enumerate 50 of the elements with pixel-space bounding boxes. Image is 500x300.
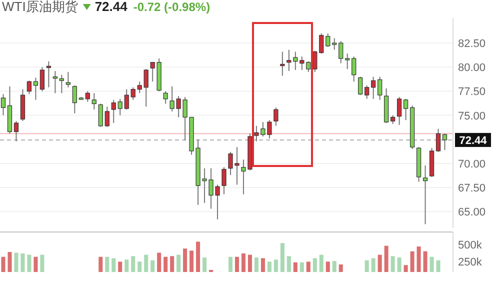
candlestick bbox=[26, 80, 32, 95]
candlestick bbox=[280, 51, 285, 76]
candlestick bbox=[319, 32, 324, 54]
y-tick-label: 500k bbox=[458, 239, 482, 252]
text: -0.72 (-0.98%) bbox=[133, 0, 210, 14]
candlestick bbox=[371, 76, 376, 100]
candlestick bbox=[118, 98, 122, 116]
chart-subtitle: 72.44 bbox=[94, 0, 128, 14]
candlestick bbox=[52, 70, 58, 94]
candlestick bbox=[130, 86, 136, 100]
candlestick bbox=[436, 128, 441, 152]
candlestick bbox=[326, 32, 330, 48]
candlestick bbox=[222, 166, 226, 195]
y-tick-label: 77.50 bbox=[458, 86, 486, 98]
candlestick bbox=[332, 38, 337, 50]
y-tick-label: 65.00 bbox=[458, 206, 486, 219]
y-tick-label: 75.00 bbox=[458, 110, 486, 122]
candlestick bbox=[98, 103, 103, 128]
y-tick-label: 82.50 bbox=[458, 38, 486, 50]
candlestick bbox=[274, 107, 278, 126]
candlestick bbox=[111, 99, 116, 124]
candlestick bbox=[345, 53, 350, 70]
candlestick bbox=[85, 90, 90, 102]
candlestick bbox=[33, 77, 38, 100]
candlestick bbox=[442, 133, 448, 150]
candlestick bbox=[40, 66, 45, 92]
candlestick bbox=[72, 84, 77, 114]
candlestick bbox=[338, 40, 344, 64]
candlestick bbox=[0, 94, 6, 116]
candlestick bbox=[124, 88, 129, 110]
candlestick bbox=[59, 74, 64, 94]
candlestick bbox=[92, 92, 96, 110]
chart-title: WTI原油期货 bbox=[2, 0, 78, 14]
ref-line-label: 72.44 bbox=[459, 134, 488, 147]
candlestick bbox=[358, 76, 363, 96]
candlestick bbox=[14, 120, 19, 142]
candlestick bbox=[403, 98, 408, 121]
candlestick bbox=[422, 164, 428, 225]
y-tick-label: 67.50 bbox=[458, 182, 486, 195]
candlestick bbox=[352, 56, 356, 82]
candlestick bbox=[104, 106, 110, 128]
candlestick bbox=[378, 76, 382, 100]
y-tick-label: 80.00 bbox=[458, 62, 486, 74]
candlestick bbox=[163, 90, 168, 104]
y-tick-label: 70.00 bbox=[458, 158, 486, 170]
candlestick bbox=[396, 96, 402, 126]
candlestick bbox=[364, 84, 370, 100]
y-tick-label: 250k bbox=[458, 256, 482, 269]
candlestick bbox=[66, 71, 70, 88]
candlestick bbox=[46, 60, 52, 88]
